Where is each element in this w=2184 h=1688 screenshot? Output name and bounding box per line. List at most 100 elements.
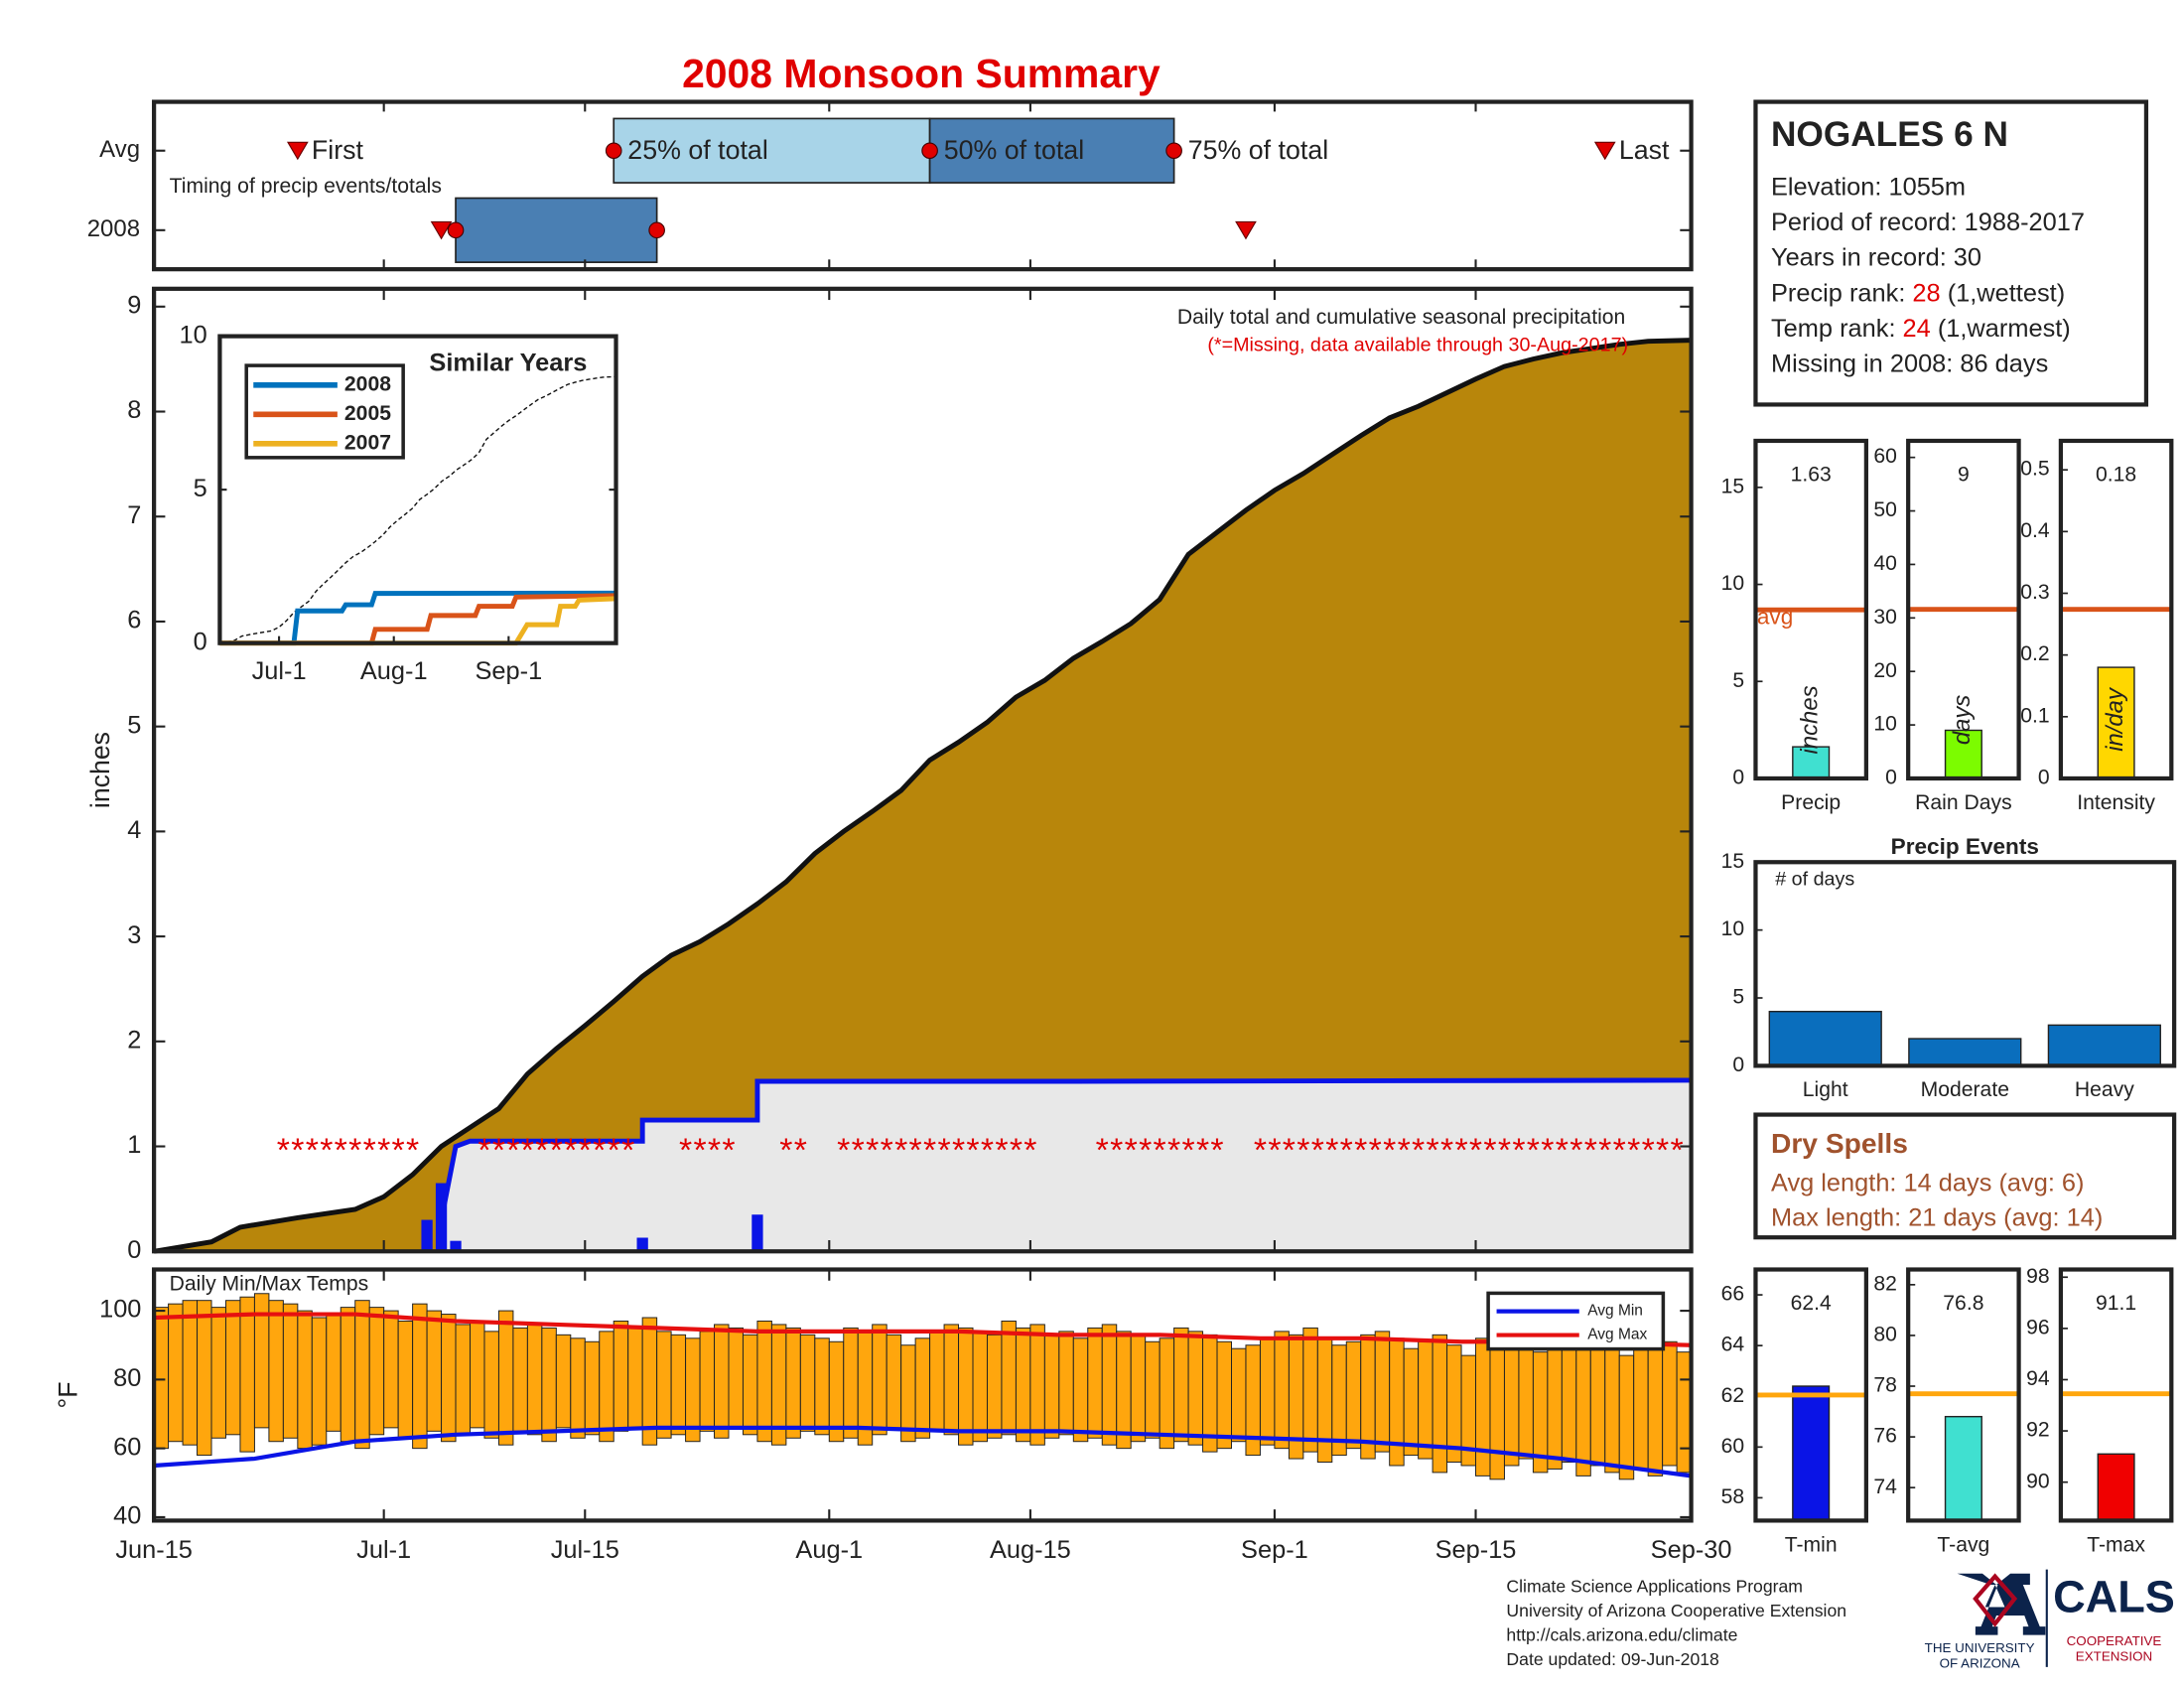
- temp-range-bar: [1302, 1327, 1318, 1453]
- y-axis-label: °F: [54, 1381, 83, 1408]
- daily-bar: [751, 1214, 763, 1252]
- missing-marker: *: [377, 1131, 390, 1169]
- missing-marker: *: [392, 1131, 405, 1169]
- temp-range-bar: [1345, 1340, 1362, 1450]
- missing-marker: *: [1210, 1131, 1223, 1169]
- missing-marker: *: [320, 1131, 333, 1169]
- missing-marker: *: [881, 1131, 893, 1169]
- y-tick-label: 94: [2026, 1367, 2050, 1390]
- temp-range-bar: [1446, 1344, 1462, 1464]
- temp-range-bar: [1159, 1337, 1175, 1450]
- temp-range-bar: [986, 1334, 1003, 1439]
- temp-range-bar: [943, 1324, 960, 1436]
- station-info-part: 28: [1912, 279, 1940, 307]
- temp-range-bar: [483, 1331, 499, 1439]
- inset-line: [219, 590, 616, 646]
- missing-marker: *: [1627, 1131, 1640, 1169]
- missing-marker: *: [621, 1131, 634, 1169]
- missing-marker: *: [937, 1131, 950, 1169]
- missing-marker: *: [277, 1131, 290, 1169]
- temp-range-bar: [1029, 1324, 1045, 1446]
- missing-marker: *: [1024, 1131, 1036, 1169]
- station-info-part: Precip rank:: [1771, 279, 1905, 307]
- y-axis-label: inches: [85, 732, 115, 808]
- x-tick-label: Sep-1: [1241, 1536, 1308, 1564]
- station-info: Missing in 2008: 86 days: [1771, 350, 2048, 377]
- station-info-part: Elevation: 1055m: [1771, 173, 1966, 201]
- y-tick-label: 0.2: [2020, 642, 2049, 665]
- annotation: Daily total and cumulative seasonal prec…: [1177, 306, 1625, 329]
- missing-marker: *: [348, 1131, 361, 1169]
- temp-range-bar: [656, 1331, 672, 1439]
- temp-range-bar: [886, 1334, 902, 1429]
- y-tick-label: 58: [1721, 1485, 1745, 1508]
- inset-average-line: [219, 375, 616, 644]
- missing-marker: *: [1383, 1131, 1396, 1169]
- missing-marker: *: [1010, 1131, 1023, 1169]
- x-tick-label: Aug-15: [990, 1536, 1071, 1564]
- panel-title: Daily Min/Max Temps: [170, 1273, 369, 1296]
- average-area: [154, 340, 1692, 1252]
- temp-range-bar: [455, 1324, 471, 1436]
- x-axis-label: Precip: [1781, 791, 1841, 814]
- y-tick-label: 0: [1732, 1054, 1744, 1076]
- quantile-marker: [1165, 142, 1182, 160]
- y-tick-label: 80: [1873, 1324, 1897, 1346]
- missing-marker: *: [608, 1131, 620, 1169]
- temp-range-bar: [785, 1327, 801, 1439]
- missing-marker: *: [909, 1131, 922, 1169]
- y-tick-label: 5: [1732, 669, 1744, 692]
- temp-range-bar: [368, 1307, 385, 1436]
- missing-marker: *: [1398, 1131, 1411, 1169]
- timing-box: [928, 117, 1175, 184]
- station-info-part: (1,wettest): [1948, 279, 2065, 307]
- temp-range-bar: [1015, 1327, 1031, 1443]
- missing-marker: *: [550, 1131, 563, 1169]
- temp-range-bar: [972, 1331, 988, 1443]
- logo-text: OF ARIZONA: [1940, 1656, 2020, 1671]
- x-axis-label: Rain Days: [1915, 791, 2012, 814]
- temp-range-bar: [555, 1334, 572, 1429]
- missing-marker: *: [492, 1131, 505, 1169]
- plot-frame: [152, 99, 1694, 272]
- station-info-part: 24: [1903, 315, 1931, 343]
- timing-box: [455, 197, 658, 263]
- x-tick-label: Heavy: [2075, 1078, 2134, 1101]
- temp-range-bar: [1604, 1344, 1620, 1474]
- missing-marker: *: [593, 1131, 606, 1169]
- missing-marker: *: [852, 1131, 865, 1169]
- dry-spells-title: Dry Spells: [1771, 1128, 1908, 1159]
- temp-range-bar: [799, 1334, 816, 1432]
- missing-marker: *: [1139, 1131, 1152, 1169]
- temp-range-bar: [1633, 1344, 1649, 1470]
- logo-text: THE UNIVERSITY: [1925, 1640, 2035, 1655]
- y-tick-label: 6: [127, 607, 141, 634]
- temp-range-bar: [224, 1300, 241, 1436]
- temp-range-bar: [239, 1296, 255, 1453]
- avg-temp-line: [153, 1425, 1692, 1478]
- logo-extension: COOPERATIVE: [2067, 1633, 2162, 1648]
- missing-marker: *: [1483, 1131, 1496, 1169]
- y-tick-label: 92: [2026, 1419, 2050, 1442]
- temp-range-bar: [1403, 1347, 1420, 1457]
- logo-cals: CALS: [2053, 1571, 2175, 1621]
- temp-range-bar: [197, 1300, 212, 1457]
- value-label: 0.18: [2096, 464, 2136, 487]
- x-tick-label: Moderate: [1921, 1078, 2009, 1101]
- x-axis-label: T-avg: [1937, 1533, 1989, 1556]
- quantile-marker: [921, 142, 938, 160]
- missing-marker: *: [1498, 1131, 1511, 1169]
- event-marker: [1593, 141, 1616, 161]
- temp-range-bar: [1259, 1337, 1276, 1446]
- y-tick-label: 0: [1885, 767, 1897, 789]
- station-info-part: Temp rank:: [1771, 315, 1896, 343]
- temp-range-bar: [584, 1340, 601, 1436]
- plot-frame: [1753, 438, 1868, 781]
- temp-range-bar: [354, 1300, 370, 1450]
- temp-range-bar: [728, 1327, 744, 1429]
- plot-frame: [2058, 1267, 2174, 1523]
- missing-marker: *: [363, 1131, 376, 1169]
- legend-label: Avg Min: [1587, 1303, 1643, 1320]
- y-tick-label: 7: [127, 501, 141, 529]
- y-tick-label: 3: [127, 921, 141, 949]
